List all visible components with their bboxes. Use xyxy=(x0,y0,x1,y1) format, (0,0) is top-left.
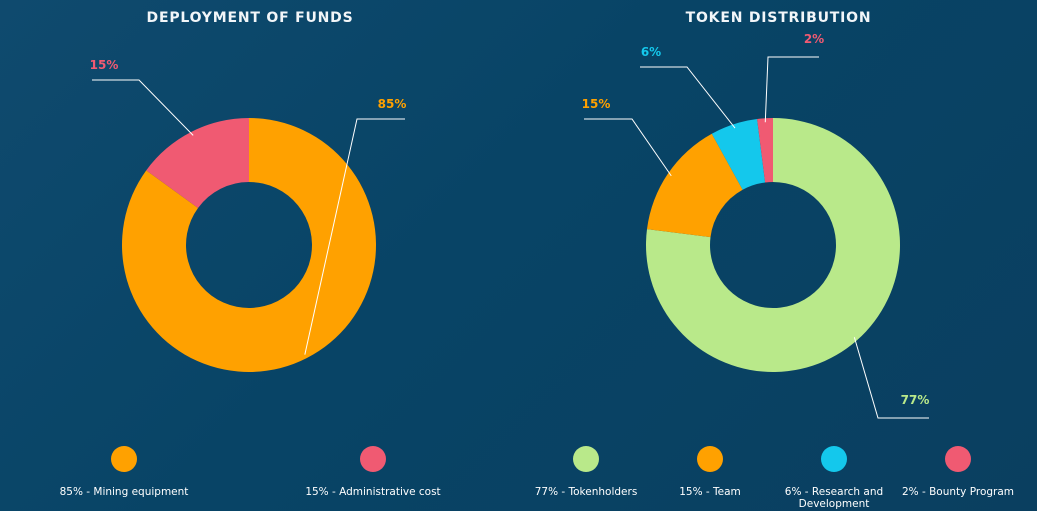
legend-label-team: 15% - Team xyxy=(679,486,741,498)
token-distribution-panel: TOKEN DISTRIBUTION 77% 15% 6% 2% 77% - Toke… xyxy=(520,0,1037,511)
slice-mining-equipment xyxy=(121,118,376,372)
slice-research-and-development xyxy=(711,119,766,190)
callout-label-tokenholders: 77% xyxy=(901,393,930,407)
callout-line-administrative-cost xyxy=(92,79,194,136)
callout-label-mining-equipment: 85% xyxy=(378,97,407,111)
callout-label-team: 15% xyxy=(582,97,611,111)
slice-administrative-cost xyxy=(146,118,249,208)
slice-tokenholders xyxy=(646,118,901,372)
tokens-donut-chart: 77% 15% 6% 2% xyxy=(573,32,971,472)
legend-dot-bounty-program xyxy=(945,446,971,472)
legend-dot-mining-equipment xyxy=(111,446,137,472)
legend-label-tokenholders: 77% - Tokenholders xyxy=(534,486,638,498)
legend-dot-administrative-cost xyxy=(360,446,386,472)
legend-label-administrative-cost: 15% - Administrative cost xyxy=(305,486,441,498)
callout-line-tokenholders xyxy=(853,337,929,419)
callout-label-administrative-cost: 15% xyxy=(90,58,119,72)
callout-line-bounty-program xyxy=(764,56,819,123)
slice-team xyxy=(647,133,743,238)
legend-label-research-and-development: 6% - Research and Development xyxy=(784,486,884,510)
chart-title-tokens: TOKEN DISTRIBUTION xyxy=(685,10,872,26)
callout-line-research-and-development xyxy=(640,66,736,129)
legend-dot-team xyxy=(697,446,723,472)
callout-label-research-and-development: 6% xyxy=(641,45,661,59)
callout-line-team xyxy=(584,118,672,177)
slice-bounty-program xyxy=(757,118,773,183)
legend-label-mining-equipment: 85% - Mining equipment xyxy=(59,486,189,498)
funds-donut-chart: 85% 15% xyxy=(90,58,407,472)
legend-dot-research-and-development xyxy=(821,446,847,472)
legend-label-bounty-program: 2% - Bounty Program xyxy=(901,486,1015,498)
callout-label-bounty-program: 2% xyxy=(804,32,824,46)
chart-title-funds: DEPLOYMENT OF FUNDS xyxy=(146,10,354,26)
callout-line-mining-equipment xyxy=(304,118,405,355)
legend-dot-tokenholders xyxy=(573,446,599,472)
deployment-of-funds-panel: DEPLOYMENT OF FUNDS 85% 15% 85% - Mining … xyxy=(0,0,500,511)
